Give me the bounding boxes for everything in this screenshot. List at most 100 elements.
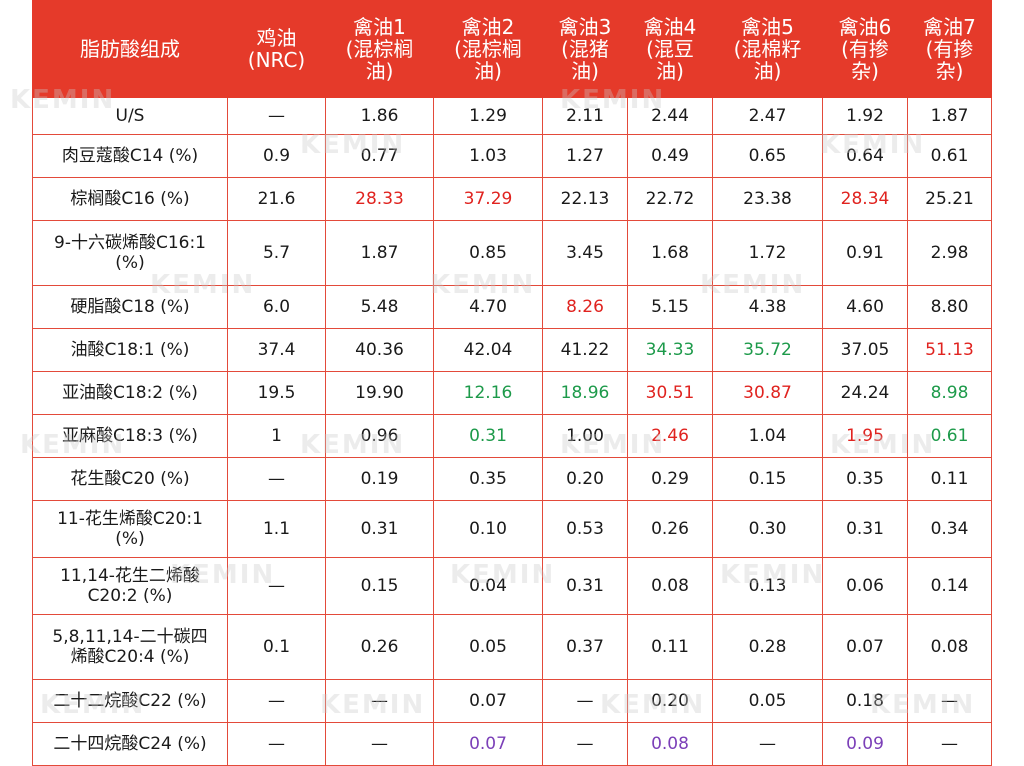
table-cell: 1.92 <box>822 97 908 135</box>
table-cell: 5.48 <box>325 285 434 329</box>
table-cell: 0.14 <box>907 557 992 615</box>
table-cell: 0.49 <box>627 134 713 178</box>
table-cell: 0.05 <box>433 614 543 680</box>
table-cell: 0.04 <box>433 557 543 615</box>
table-cell: 2.46 <box>627 414 713 458</box>
table-cell: 2.44 <box>627 97 713 135</box>
table-cell: 0.31 <box>433 414 543 458</box>
table-cell: — <box>542 722 628 766</box>
table-cell: 0.09 <box>822 722 908 766</box>
header-poultry-oil-6: 禽油6 (有掺 杂) <box>822 0 908 98</box>
table-cell: 21.6 <box>227 177 326 221</box>
table-cell: 0.10 <box>433 500 543 558</box>
fatty-acid-composition-table: 脂肪酸组成 鸡油 (NRC) 禽油1 (混棕榈 油) 禽油2 (混棕榈 油) 禽油3 (混猪… <box>32 0 992 766</box>
table-row: 油酸C18:1 (%) 37.4 40.36 42.04 41.22 34.33 35.72… <box>32 328 992 372</box>
table-cell: 0.30 <box>712 500 823 558</box>
row-label: 二十四烷酸C24 (%) <box>32 722 228 766</box>
table-cell: 2.98 <box>907 220 992 286</box>
header-poultry-oil-3: 禽油3 (混猪 油) <box>542 0 628 98</box>
table-cell: 0.91 <box>822 220 908 286</box>
header-fatty-acid-composition: 脂肪酸组成 <box>32 0 228 98</box>
table-cell: 0.31 <box>325 500 434 558</box>
table-cell: — <box>227 457 326 501</box>
table-cell: 4.70 <box>433 285 543 329</box>
table-cell: 24.24 <box>822 371 908 415</box>
row-label: 亚麻酸C18:3 (%) <box>32 414 228 458</box>
row-label: U/S <box>32 97 228 135</box>
table-row: 二十四烷酸C24 (%) — —0.07—0.08—0.09— <box>32 722 992 766</box>
table-cell: 0.26 <box>325 614 434 680</box>
row-label: 二十二烷酸C22 (%) <box>32 679 228 723</box>
table-cell: 0.37 <box>542 614 628 680</box>
table-cell: 5.7 <box>227 220 326 286</box>
table-cell: 0.61 <box>907 134 992 178</box>
table-cell: 30.51 <box>627 371 713 415</box>
table-row: 肉豆蔻酸C14 (%) 0.9 0.77 1.03 1.27 0.49 0.65 0.64 0.… <box>32 134 992 178</box>
table-cell: 0.34 <box>907 500 992 558</box>
table-cell: 40.36 <box>325 328 434 372</box>
table-row: 5,8,11,14-二十碳四 烯酸C20:4 (%) 0.1 0.26 0.05 0.37… <box>32 614 992 680</box>
table-cell: 0.15 <box>712 457 823 501</box>
table-cell: 1.00 <box>542 414 628 458</box>
table-cell: 0.28 <box>712 614 823 680</box>
table-cell: 0.26 <box>627 500 713 558</box>
table-cell: — <box>227 722 326 766</box>
table-cell: 1.29 <box>433 97 543 135</box>
table-cell: 0.35 <box>822 457 908 501</box>
table-cell: 0.08 <box>627 557 713 615</box>
table-cell: 41.22 <box>542 328 628 372</box>
header-row: 脂肪酸组成 鸡油 (NRC) 禽油1 (混棕榈 油) 禽油2 (混棕榈 油) 禽油3 (混猪… <box>32 0 992 98</box>
table-cell: 0.1 <box>227 614 326 680</box>
table-cell: 8.26 <box>542 285 628 329</box>
table-cell: 6.0 <box>227 285 326 329</box>
table-cell: 30.87 <box>712 371 823 415</box>
table-cell: 12.16 <box>433 371 543 415</box>
table-cell: 1.68 <box>627 220 713 286</box>
row-label: 棕榈酸C16 (%) <box>32 177 228 221</box>
table-cell: 34.33 <box>627 328 713 372</box>
table-cell: 1.95 <box>822 414 908 458</box>
table-cell: 2.11 <box>542 97 628 135</box>
table-cell: 42.04 <box>433 328 543 372</box>
table-cell: 28.34 <box>822 177 908 221</box>
table-cell: 4.60 <box>822 285 908 329</box>
table-cell: 0.85 <box>433 220 543 286</box>
table-cell: 1 <box>227 414 326 458</box>
table-cell: 28.33 <box>325 177 434 221</box>
table-cell: 0.53 <box>542 500 628 558</box>
row-label: 花生酸C20 (%) <box>32 457 228 501</box>
table-cell: 0.35 <box>433 457 543 501</box>
table-cell: — <box>227 679 326 723</box>
table-cell: 0.61 <box>907 414 992 458</box>
row-label: 亚油酸C18:2 (%) <box>32 371 228 415</box>
table-row: 棕榈酸C16 (%) 21.6 28.33 37.29 22.13 22.72 23.38 2… <box>32 177 992 221</box>
table-row: 亚油酸C18:2 (%) 19.5 19.90 12.16 18.96 30.51 30.8… <box>32 371 992 415</box>
table-cell: 3.45 <box>542 220 628 286</box>
table-cell: 0.07 <box>822 614 908 680</box>
row-label: 9-十六碳烯酸C16:1 (%) <box>32 220 228 286</box>
table-cell: 0.31 <box>542 557 628 615</box>
table-cell: — <box>325 722 434 766</box>
table-cell: 0.11 <box>627 614 713 680</box>
table-cell: 0.08 <box>627 722 713 766</box>
table-cell: 1.04 <box>712 414 823 458</box>
table-cell: 0.13 <box>712 557 823 615</box>
table-row: 硬脂酸C18 (%) 6.0 5.48 4.70 8.26 5.15 4.38 4.60 8.8… <box>32 285 992 329</box>
header-poultry-oil-7: 禽油7 (有掺 杂) <box>907 0 992 98</box>
table-cell: 0.18 <box>822 679 908 723</box>
table-cell: 0.08 <box>907 614 992 680</box>
header-poultry-oil-4: 禽油4 (混豆 油) <box>627 0 713 98</box>
table-cell: 0.06 <box>822 557 908 615</box>
table-cell: 19.90 <box>325 371 434 415</box>
table-cell: 1.72 <box>712 220 823 286</box>
header-poultry-oil-1: 禽油1 (混棕榈 油) <box>325 0 434 98</box>
table-cell: 22.72 <box>627 177 713 221</box>
table-cell: — <box>227 557 326 615</box>
table-cell: 1.86 <box>325 97 434 135</box>
table-cell: 1.87 <box>907 97 992 135</box>
row-label: 11,14-花生二烯酸 C20:2 (%) <box>32 557 228 615</box>
header-poultry-oil-2: 禽油2 (混棕榈 油) <box>433 0 543 98</box>
table-cell: 0.64 <box>822 134 908 178</box>
table-cell: 25.21 <box>907 177 992 221</box>
fatty-acid-table-container: 脂肪酸组成 鸡油 (NRC) 禽油1 (混棕榈 油) 禽油2 (混棕榈 油) 禽油3 (混猪… <box>32 0 992 766</box>
